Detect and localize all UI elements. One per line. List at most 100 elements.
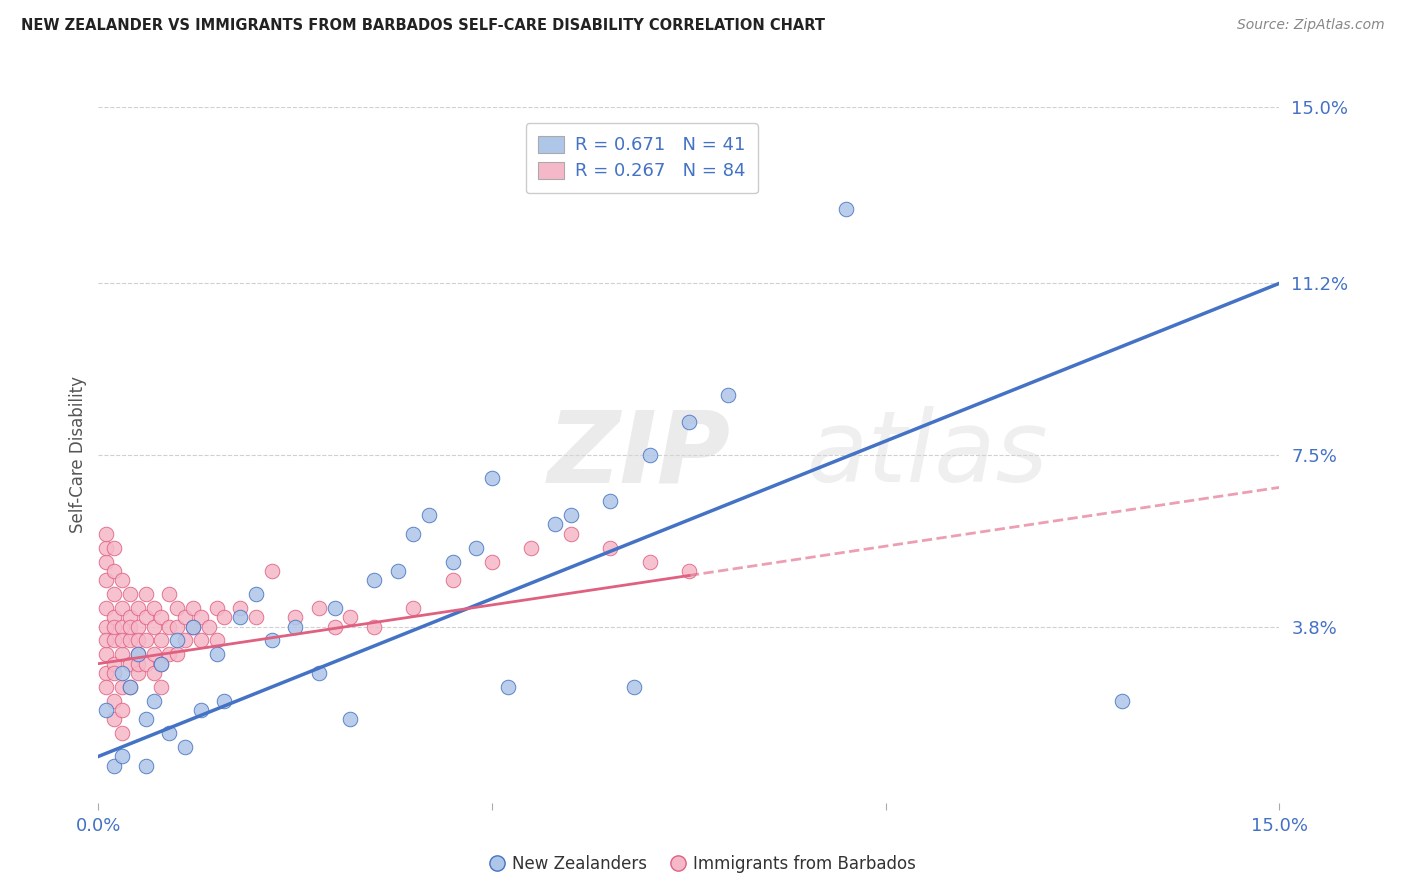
Text: Source: ZipAtlas.com: Source: ZipAtlas.com <box>1237 18 1385 32</box>
Point <box>111 573 134 587</box>
Point <box>339 712 361 726</box>
Point <box>96 573 118 587</box>
Point <box>387 564 409 578</box>
Point <box>599 494 621 508</box>
Point <box>127 633 149 648</box>
Point <box>560 526 582 541</box>
Point <box>835 202 858 216</box>
Point <box>520 541 543 555</box>
Point <box>111 749 134 764</box>
Point <box>150 657 173 671</box>
Point <box>111 665 134 680</box>
Point <box>150 657 173 671</box>
Point <box>150 633 173 648</box>
Point <box>111 633 134 648</box>
Point <box>402 526 425 541</box>
Point <box>150 610 173 624</box>
Point <box>103 587 125 601</box>
Point <box>229 601 252 615</box>
Point <box>135 657 157 671</box>
Text: atlas: atlas <box>807 407 1049 503</box>
Point <box>103 657 125 671</box>
Point <box>142 665 165 680</box>
Point <box>142 648 165 662</box>
Point <box>96 665 118 680</box>
Point <box>96 601 118 615</box>
Point <box>284 610 307 624</box>
Point <box>284 619 307 633</box>
Point <box>96 680 118 694</box>
Point <box>127 601 149 615</box>
Point <box>205 633 228 648</box>
Point <box>214 694 236 708</box>
Point <box>205 601 228 615</box>
Point <box>166 601 188 615</box>
Point <box>181 619 204 633</box>
Point <box>96 703 118 717</box>
Point <box>190 610 212 624</box>
Point <box>111 680 134 694</box>
Point <box>229 610 252 624</box>
Point <box>135 587 157 601</box>
Point <box>96 541 118 555</box>
Text: ZIP: ZIP <box>547 407 730 503</box>
Point <box>96 619 118 633</box>
Point <box>118 680 141 694</box>
Point <box>118 680 141 694</box>
Point <box>118 633 141 648</box>
Point <box>103 665 125 680</box>
Point <box>150 680 173 694</box>
Point <box>157 648 180 662</box>
Point <box>166 648 188 662</box>
Point <box>363 573 385 587</box>
Point <box>308 665 330 680</box>
Point <box>181 601 204 615</box>
Point <box>363 619 385 633</box>
Point <box>678 564 700 578</box>
Point <box>111 726 134 740</box>
Point <box>544 517 567 532</box>
Point <box>197 619 219 633</box>
Point <box>135 610 157 624</box>
Legend: R = 0.671   N = 41, R = 0.267   N = 84: R = 0.671 N = 41, R = 0.267 N = 84 <box>526 123 758 194</box>
Point <box>599 541 621 555</box>
Point <box>127 648 149 662</box>
Point <box>1111 694 1133 708</box>
Point <box>96 633 118 648</box>
Point <box>127 648 149 662</box>
Point <box>96 648 118 662</box>
Point <box>142 601 165 615</box>
Point <box>103 712 125 726</box>
Point <box>174 740 197 755</box>
Point <box>135 758 157 772</box>
Point <box>638 555 661 569</box>
Point <box>402 601 425 615</box>
Point <box>260 564 283 578</box>
Point <box>103 758 125 772</box>
Point <box>103 619 125 633</box>
Point <box>142 694 165 708</box>
Point <box>103 564 125 578</box>
Point <box>142 619 165 633</box>
Point <box>111 601 134 615</box>
Point <box>96 555 118 569</box>
Point <box>111 703 134 717</box>
Point <box>118 610 141 624</box>
Point <box>157 726 180 740</box>
Point <box>127 665 149 680</box>
Point <box>190 703 212 717</box>
Point <box>678 416 700 430</box>
Point <box>111 648 134 662</box>
Point <box>623 680 645 694</box>
Point <box>118 587 141 601</box>
Point <box>323 619 346 633</box>
Point <box>118 657 141 671</box>
Point <box>245 610 267 624</box>
Point <box>166 619 188 633</box>
Point <box>135 633 157 648</box>
Point <box>103 541 125 555</box>
Point <box>103 694 125 708</box>
Point <box>157 587 180 601</box>
Point <box>260 633 283 648</box>
Point <box>481 471 503 485</box>
